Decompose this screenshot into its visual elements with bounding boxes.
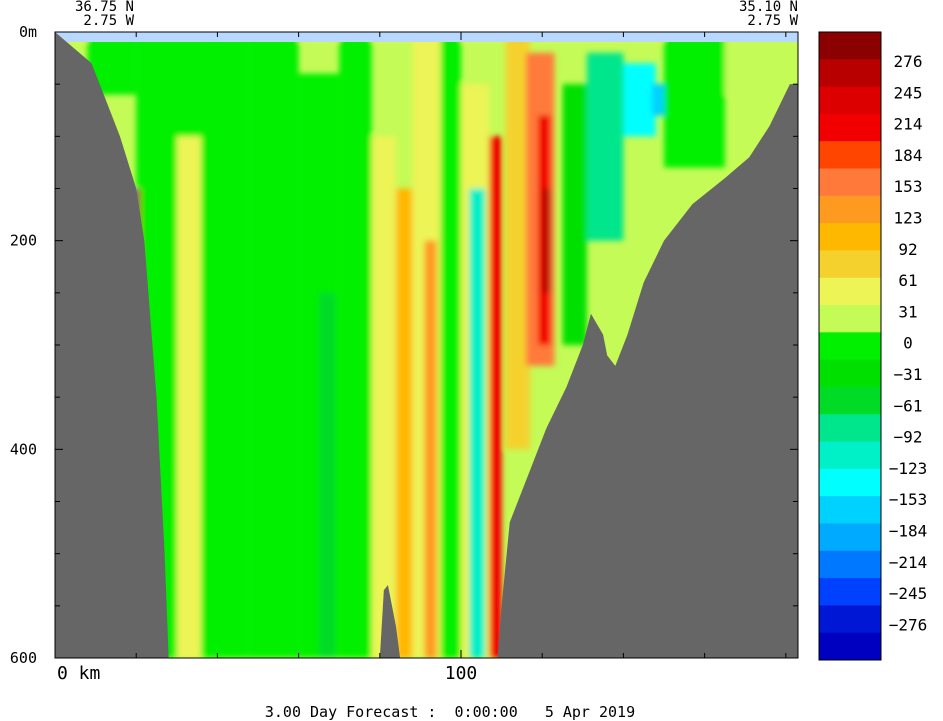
colorbar-label: −153 bbox=[889, 490, 928, 509]
plot-area bbox=[55, 32, 798, 658]
colorbar-swatch bbox=[819, 32, 881, 60]
seabed-mask bbox=[55, 32, 169, 658]
colorbar-label: 92 bbox=[898, 240, 917, 259]
velocity-field bbox=[55, 32, 798, 658]
right-latitude-label: 35.10 N bbox=[739, 0, 798, 15]
colorbar-swatch bbox=[819, 223, 881, 251]
colorbar-label: −123 bbox=[889, 459, 928, 478]
colorbar-swatch bbox=[819, 441, 881, 470]
colorbar-swatch bbox=[819, 523, 881, 552]
colorbar-label: −184 bbox=[889, 522, 928, 541]
colorbar-swatch bbox=[819, 496, 881, 524]
left-latitude-label: 36.75 N bbox=[75, 0, 134, 15]
seabed-right bbox=[497, 84, 798, 658]
y-tick-label: 0m bbox=[19, 23, 37, 41]
colorbar-swatch bbox=[819, 468, 881, 497]
colorbar-label: −245 bbox=[889, 584, 928, 603]
y-tick-labels: 0m 200 400 600 bbox=[10, 23, 37, 667]
colorbar-swatch bbox=[819, 59, 881, 88]
colorbar-label: −31 bbox=[894, 365, 923, 384]
field-cell bbox=[489, 136, 502, 658]
colorbar-swatch bbox=[819, 305, 881, 333]
colorbar-label: 153 bbox=[894, 177, 923, 196]
colorbar-labels: 276 245 214 184 153 123 92 61 31 0 −31 −61 −92 −123 −1… bbox=[889, 52, 928, 634]
field-cell bbox=[542, 188, 551, 293]
field-cell bbox=[339, 32, 372, 658]
colorbar-swatch bbox=[819, 332, 881, 361]
x-tick-label: 0 km bbox=[57, 663, 100, 684]
colorbar bbox=[818, 31, 882, 661]
field-cell bbox=[440, 32, 462, 658]
field-cell bbox=[469, 188, 486, 658]
field-cell bbox=[318, 292, 336, 658]
right-longitude-label: 2.75 W bbox=[747, 13, 798, 29]
colorbar-swatch bbox=[819, 250, 881, 279]
seabed-seamount bbox=[379, 584, 401, 658]
colorbar-swatch bbox=[819, 550, 881, 579]
colorbar-label: −214 bbox=[889, 553, 928, 572]
colorbar-swatch bbox=[819, 386, 881, 415]
colorbar-label: 184 bbox=[894, 146, 923, 165]
y-tick-label: 200 bbox=[10, 232, 37, 250]
colorbar-swatch bbox=[819, 86, 881, 115]
colorbar-label: 214 bbox=[894, 115, 923, 134]
axis-ticks bbox=[54, 31, 798, 659]
colorbar-label: −61 bbox=[894, 396, 923, 415]
colorbar-swatch bbox=[819, 277, 881, 306]
colorbar-frame bbox=[818, 31, 882, 661]
colorbar-swatch bbox=[819, 578, 881, 606]
field-cell bbox=[562, 84, 587, 346]
field-cell bbox=[664, 32, 725, 168]
colorbar-label: 245 bbox=[894, 83, 923, 102]
colorbar-swatch bbox=[819, 195, 881, 224]
colorbar-swatch bbox=[819, 168, 881, 197]
field-cell bbox=[55, 32, 798, 42]
colorbar-label: 276 bbox=[894, 52, 923, 71]
colorbar-swatch bbox=[819, 141, 881, 170]
colorbar-swatch bbox=[819, 359, 881, 388]
colorbar-label: −276 bbox=[889, 615, 928, 634]
field-cell bbox=[623, 63, 656, 137]
left-longitude-label: 2.75 W bbox=[83, 13, 134, 29]
field-cell bbox=[371, 136, 397, 658]
x-tick-labels: 0 km 100 bbox=[57, 663, 477, 684]
colorbar-label: 31 bbox=[898, 302, 917, 321]
field-cell bbox=[424, 240, 437, 658]
colorbar-swatch bbox=[819, 632, 881, 661]
y-tick-label: 600 bbox=[10, 649, 37, 667]
field-cell bbox=[249, 32, 299, 658]
colorbar-label: −92 bbox=[894, 428, 923, 447]
colorbar-swatch bbox=[819, 605, 881, 634]
forecast-caption: 3.00 Day Forecast : 0:00:00 5 Apr 2019 bbox=[265, 703, 635, 721]
y-tick-label: 400 bbox=[10, 440, 37, 458]
x-tick-label: 100 bbox=[445, 663, 478, 684]
colorbar-swatch bbox=[819, 113, 881, 142]
colorbar-swatch bbox=[819, 414, 881, 443]
field-cell bbox=[586, 52, 624, 241]
colorbar-label: 123 bbox=[894, 209, 923, 228]
colorbar-label: 0 bbox=[903, 334, 913, 353]
field-cell bbox=[651, 84, 665, 116]
field-cell bbox=[176, 136, 202, 658]
colorbar-label: 61 bbox=[898, 271, 917, 290]
field-cell bbox=[724, 32, 798, 95]
